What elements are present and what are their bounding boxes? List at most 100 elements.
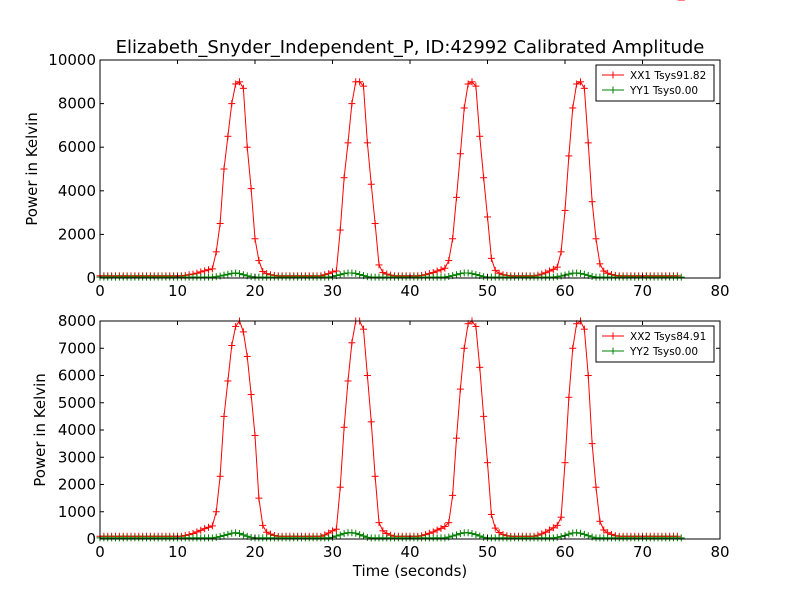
legend: XX2 Tsys84.91 YY2 Tsys0.00 xyxy=(595,325,715,363)
data-point xyxy=(472,82,480,90)
data-point xyxy=(484,459,491,467)
data-point xyxy=(549,534,557,542)
data-point xyxy=(224,270,232,278)
y-tick-label: 7000 xyxy=(58,339,96,357)
data-point xyxy=(340,530,348,538)
data-point xyxy=(255,494,263,502)
data-point xyxy=(348,529,356,537)
data-point xyxy=(580,325,588,333)
data-point xyxy=(441,273,449,281)
data-point xyxy=(577,529,584,537)
data-point xyxy=(375,261,383,269)
x-tick-label: 50 xyxy=(478,282,497,300)
data-point xyxy=(375,519,383,527)
data-point xyxy=(232,269,240,277)
x-tick-label: 60 xyxy=(555,282,574,300)
data-point xyxy=(441,534,449,542)
data-point xyxy=(352,529,360,537)
data-point xyxy=(201,267,209,275)
x-tick-label: 30 xyxy=(323,543,342,561)
data-point xyxy=(464,269,472,277)
data-point xyxy=(480,174,488,182)
data-point xyxy=(476,363,484,371)
data-point xyxy=(549,265,557,273)
x-tick-label: 0 xyxy=(95,282,105,300)
data-point xyxy=(332,525,340,533)
data-point xyxy=(205,523,212,531)
data-point xyxy=(561,459,569,467)
data-point xyxy=(216,472,224,480)
data-point xyxy=(228,100,236,108)
data-point xyxy=(336,226,344,234)
data-point xyxy=(336,531,344,539)
data-point xyxy=(472,271,480,279)
x-tick-label: 70 xyxy=(633,543,652,561)
data-point xyxy=(549,524,557,532)
data-point xyxy=(577,78,584,86)
data-point xyxy=(208,534,216,542)
y-tick-label: 4000 xyxy=(58,421,96,439)
data-point xyxy=(340,270,348,278)
y-tick-label: 5000 xyxy=(58,394,96,412)
data-point xyxy=(484,213,491,221)
data-point xyxy=(360,82,367,90)
series-2 xyxy=(96,269,685,281)
data-point xyxy=(464,80,472,88)
x-tick-label: 60 xyxy=(555,543,574,561)
data-point xyxy=(464,529,472,537)
subplot-2: 0 10 20 30 40 50 60 70 8001000200030004000500060… xyxy=(31,0,730,580)
y-tick-label: 8000 xyxy=(58,312,96,330)
data-point xyxy=(546,267,553,275)
data-point xyxy=(460,344,468,352)
y-axis-label: Power in Kelvin xyxy=(23,112,41,226)
data-point xyxy=(677,273,685,281)
chart-title: Elizabeth_Snyder_Independent_P, ID:42992… xyxy=(116,37,705,58)
data-point xyxy=(553,263,561,271)
data-point xyxy=(236,530,243,538)
data-point xyxy=(449,532,457,540)
data-point xyxy=(546,526,553,534)
data-point xyxy=(600,526,608,534)
data-point xyxy=(573,80,581,88)
data-point xyxy=(239,271,247,279)
data-point xyxy=(472,531,480,539)
data-point xyxy=(208,522,216,530)
data-point xyxy=(596,517,604,525)
data-point xyxy=(232,529,240,537)
x-axis-label: Time (seconds) xyxy=(352,562,468,580)
legend-box xyxy=(595,64,715,102)
data-point xyxy=(453,531,460,539)
x-tick-label: 20 xyxy=(245,282,264,300)
data-point xyxy=(208,265,216,273)
y-tick-label: 2000 xyxy=(58,476,96,494)
data-point xyxy=(360,325,367,333)
x-tick-label: 20 xyxy=(245,543,264,561)
x-tick-label: 50 xyxy=(478,543,497,561)
data-point xyxy=(453,434,460,442)
x-tick-label: 80 xyxy=(710,543,729,561)
data-point xyxy=(456,385,464,393)
data-point xyxy=(592,483,600,491)
data-point xyxy=(584,532,592,540)
legend: XX1 Tsys91.82 YY1 Tsys0.00 xyxy=(595,64,715,102)
data-point xyxy=(193,528,201,536)
data-point xyxy=(239,531,247,539)
data-point xyxy=(212,508,220,516)
data-point xyxy=(340,423,348,431)
legend-label: XX2 Tsys84.91 xyxy=(630,331,706,343)
data-point xyxy=(480,412,488,420)
series-2 xyxy=(96,529,685,542)
data-point xyxy=(224,132,232,140)
data-point xyxy=(445,257,453,265)
data-point xyxy=(468,530,476,538)
data-point xyxy=(557,248,565,256)
data-point xyxy=(255,257,263,265)
data-point xyxy=(332,532,340,540)
data-point xyxy=(460,104,468,112)
data-point xyxy=(441,522,449,530)
data-point xyxy=(480,533,488,541)
y-tick-label: 0 xyxy=(86,269,96,287)
data-point xyxy=(344,377,352,385)
data-point xyxy=(580,270,588,278)
data-point xyxy=(569,344,577,352)
